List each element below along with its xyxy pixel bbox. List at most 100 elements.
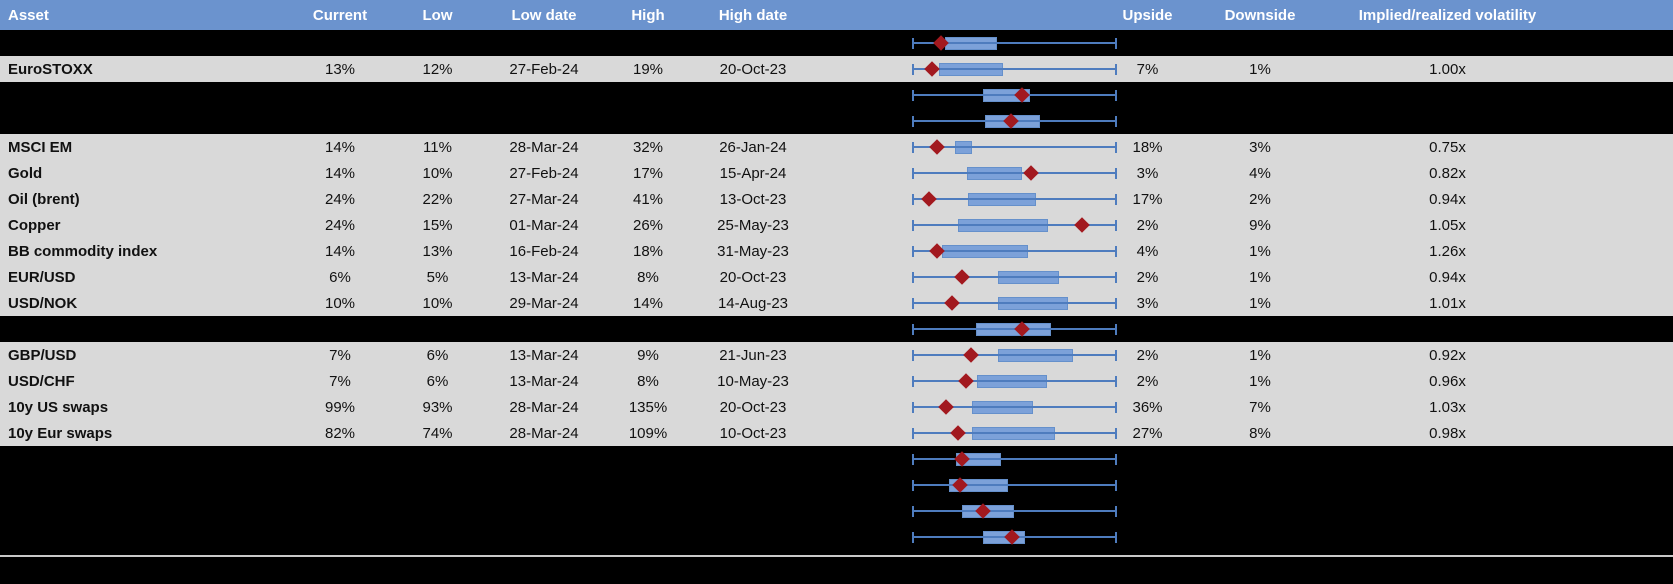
- whisker-cap-right: [1115, 349, 1117, 361]
- row-filler: [1560, 212, 1673, 238]
- whisker-cap-left: [912, 297, 914, 309]
- header-filler: [1560, 0, 1673, 30]
- boxplot: [912, 264, 1117, 290]
- cell-implied-realized-volatility: 0.82x: [1429, 164, 1466, 182]
- cell-boxplot: [818, 264, 1117, 290]
- whisker-cap-right: [1115, 141, 1117, 153]
- cell-high: [608, 446, 688, 472]
- cell-low: 13%: [422, 242, 453, 260]
- cell-upside: [1110, 82, 1185, 108]
- cell-boxplot: [818, 56, 1117, 82]
- whisker-line: [912, 42, 1117, 44]
- table-row: 10y US swaps 99% 93% 28-Mar-24 135% 20-O…: [0, 394, 1673, 420]
- cell-downside: 4%: [1249, 164, 1271, 182]
- cell-low-date: 28-Mar-24: [509, 138, 579, 156]
- row-filler: [1560, 82, 1673, 108]
- cell-implied-realized-volatility: 0.98x: [1429, 424, 1466, 442]
- table-row: Copper 24% 15% 01-Mar-24 26% 25-May-23 2…: [0, 212, 1673, 238]
- cell-downside: [1185, 316, 1335, 342]
- cell-high: 26%: [632, 216, 664, 234]
- cell-high-date: 14-Aug-23: [717, 294, 789, 312]
- cell-high: 135%: [628, 398, 668, 416]
- row-filler: [1560, 30, 1673, 56]
- cell-implied-realized-volatility: 1.03x: [1429, 398, 1466, 416]
- cell-upside: 3%: [1136, 164, 1159, 182]
- cell-asset: [0, 82, 285, 108]
- cell-current: 99%: [324, 398, 356, 416]
- cell-high-date: 20-Oct-23: [719, 398, 787, 416]
- whisker-cap-left: [912, 115, 914, 127]
- cell-implied-realized-volatility: 1.26x: [1429, 242, 1466, 260]
- cell-low-date: 13-Mar-24: [509, 268, 579, 286]
- cell-boxplot: [818, 342, 1117, 368]
- cell-asset: [0, 472, 285, 498]
- whisker-cap-left: [912, 531, 914, 543]
- cell-upside: 17%: [1132, 190, 1163, 208]
- boxplot: [912, 342, 1117, 368]
- row-filler: [1560, 134, 1673, 160]
- cell-upside: 36%: [1132, 398, 1163, 416]
- whisker-cap-right: [1115, 115, 1117, 127]
- cell-upside: 27%: [1132, 424, 1163, 442]
- whisker-cap-left: [912, 375, 914, 387]
- diamond-marker: [1022, 165, 1039, 181]
- cell-implied-realized-volatility: 0.94x: [1429, 268, 1466, 286]
- cell-low: 10%: [422, 164, 453, 182]
- cell-low-date: [480, 498, 608, 524]
- cell-upside: 2%: [1136, 372, 1159, 390]
- boxplot: [912, 108, 1117, 134]
- cell-downside: 1%: [1249, 60, 1271, 78]
- cell-high-date: 13-Oct-23: [719, 190, 787, 208]
- boxplot: [912, 160, 1117, 186]
- cell-high: 109%: [628, 424, 668, 442]
- table-row: 10y Eur swaps 82% 74% 28-Mar-24 109% 10-…: [0, 420, 1673, 446]
- cell-high: [608, 108, 688, 134]
- header-row: Asset Current Low Low date High High dat…: [0, 0, 1673, 30]
- cell-implied-realized-volatility: 1.01x: [1429, 294, 1466, 312]
- whisker-line: [912, 354, 1117, 356]
- table-row: Oil (brent) 24% 22% 27-Mar-24 41% 13-Oct…: [0, 186, 1673, 212]
- cell-downside: 1%: [1249, 372, 1271, 390]
- cell-low: 93%: [422, 398, 453, 416]
- cell-low: [395, 472, 480, 498]
- cell-low-date: 16-Feb-24: [509, 242, 579, 260]
- whisker-cap-right: [1115, 89, 1117, 101]
- table-row: MSCI EM 14% 11% 28-Mar-24 32% 26-Jan-24 …: [0, 134, 1673, 160]
- cell-upside: 2%: [1136, 216, 1159, 234]
- diamond-marker: [929, 139, 945, 155]
- cell-low-date: 28-Mar-24: [509, 398, 579, 416]
- diamond-marker: [921, 191, 937, 207]
- cell-high: [608, 316, 688, 342]
- whisker-cap-left: [912, 505, 914, 517]
- whisker-line: [912, 250, 1117, 252]
- column-header-implied-realized-volatility: Implied/realized volatility: [1358, 6, 1537, 24]
- whisker-cap-right: [1115, 219, 1117, 231]
- cell-asset: [0, 446, 285, 472]
- row-filler: [1560, 446, 1673, 472]
- cell-upside: 3%: [1136, 294, 1159, 312]
- whisker-line: [912, 432, 1117, 434]
- cell-high: [608, 524, 688, 550]
- cell-high-date: 20-Oct-23: [719, 268, 787, 286]
- whisker-line: [912, 68, 1117, 70]
- spacer-row: [0, 498, 1673, 524]
- cell-downside: 7%: [1249, 398, 1271, 416]
- boxplot: [912, 524, 1117, 550]
- cell-low: 11%: [423, 138, 452, 156]
- cell-low: [395, 82, 480, 108]
- cell-upside: 7%: [1136, 60, 1159, 78]
- cell-asset: [0, 108, 285, 134]
- cell-downside: [1185, 524, 1335, 550]
- row-filler: [1560, 160, 1673, 186]
- whisker-cap-right: [1115, 479, 1117, 491]
- cell-high-date: [688, 446, 818, 472]
- row-filler: [1560, 368, 1673, 394]
- cell-current: [285, 472, 395, 498]
- bottom-divider-line: [0, 555, 1673, 557]
- cell-high-date: 26-Jan-24: [719, 138, 787, 156]
- whisker-cap-left: [912, 63, 914, 75]
- cell-low-date: 27-Feb-24: [509, 60, 579, 78]
- cell-implied-realized-volatility: 0.92x: [1429, 346, 1466, 364]
- cell-boxplot: [818, 524, 1117, 550]
- cell-asset: 10y US swaps: [8, 398, 109, 416]
